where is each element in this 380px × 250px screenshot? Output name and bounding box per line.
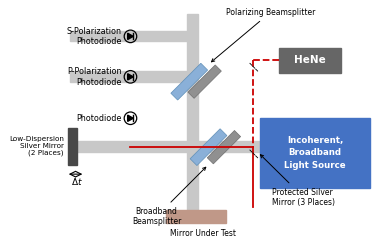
Text: P-Polarization
Photodiode: P-Polarization Photodiode [67,67,122,86]
Bar [190,129,227,166]
Bar [70,71,197,82]
Text: Incoherent,
Broadband
Light Source: Incoherent, Broadband Light Source [284,136,346,170]
Bar [260,118,370,188]
Text: $\Delta t$: $\Delta t$ [71,176,82,187]
Bar [279,48,342,73]
Bar [68,128,78,164]
Polygon shape [128,115,133,121]
Bar [207,130,241,164]
Polygon shape [128,33,133,40]
Bar [70,142,277,152]
Text: Mirror Under Test: Mirror Under Test [170,229,236,238]
Text: Broadband
Beamsplitter: Broadband Beamsplitter [132,167,206,226]
Bar [166,210,226,223]
Bar [171,63,207,100]
Text: Protected Silver
Mirror (3 Places): Protected Silver Mirror (3 Places) [260,155,335,207]
Polygon shape [128,74,133,80]
Text: Photodiode: Photodiode [76,114,122,123]
Bar [70,30,197,41]
Bar [188,65,221,98]
Text: Polarizing Beamsplitter: Polarizing Beamsplitter [211,8,315,62]
Text: HeNe: HeNe [294,56,326,66]
Text: Low-Dispersion
Silver Mirror
(2 Places): Low-Dispersion Silver Mirror (2 Places) [9,136,64,156]
Text: S-Polarization
Photodiode: S-Polarization Photodiode [67,27,122,46]
Bar [187,14,198,216]
